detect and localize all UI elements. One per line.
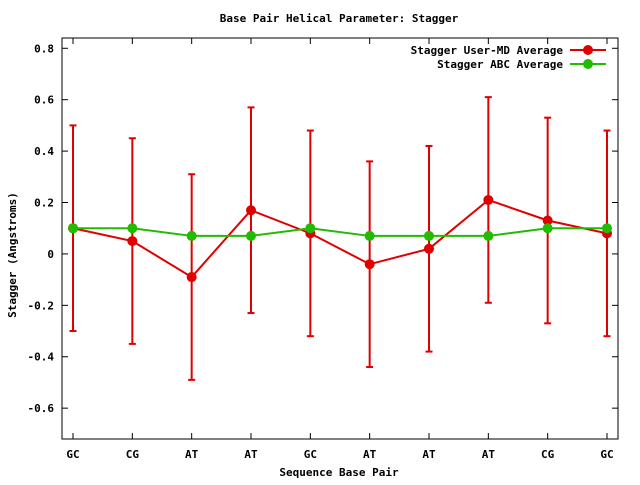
data-point xyxy=(127,223,138,234)
legend-label: Stagger User-MD Average xyxy=(411,44,564,57)
chart-title: Base Pair Helical Parameter: Stagger xyxy=(220,12,459,25)
data-point xyxy=(542,223,553,234)
x-axis-label: Sequence Base Pair xyxy=(279,466,399,479)
data-point xyxy=(424,243,434,254)
x-tick-label: AT xyxy=(422,448,436,461)
data-point xyxy=(127,236,138,247)
data-point xyxy=(186,230,197,241)
axes-layer: -0.6 -0.4 -0.2 0 0.2 0.4 0.6 0.8 GC CG AT AT GC AT AT A… xyxy=(28,38,618,461)
plot-frame xyxy=(61,37,619,440)
data-point xyxy=(186,272,197,283)
legend-marker xyxy=(583,45,593,55)
y-tick-label: 0.2 xyxy=(34,197,54,210)
data-point xyxy=(68,223,78,234)
data-point xyxy=(424,230,434,241)
series-2 xyxy=(68,223,612,241)
x-tick-label: GC xyxy=(304,448,317,461)
legend-marker xyxy=(583,59,593,69)
data-point xyxy=(364,230,375,241)
series-layer xyxy=(68,96,612,381)
x-tick-label: GC xyxy=(66,448,79,461)
legend-entry-1: Stagger User-MD Average xyxy=(411,44,606,57)
legend-entry-2: Stagger ABC Average xyxy=(437,58,606,71)
series-line xyxy=(72,198,608,279)
series-1 xyxy=(68,96,612,381)
series-line xyxy=(73,227,607,237)
x-tick-label: CG xyxy=(541,448,555,461)
data-point xyxy=(246,205,256,216)
y-tick-label: 0.6 xyxy=(34,94,54,107)
y-tick-label: -0.6 xyxy=(28,402,55,415)
y-tick-label: 0 xyxy=(47,248,54,261)
data-point xyxy=(483,194,494,205)
y-tick-label: 0.4 xyxy=(34,145,54,158)
y-axis-label: Stagger (Angstroms) xyxy=(6,192,19,318)
y-tick-label: 0.8 xyxy=(34,42,54,55)
legend-label: Stagger ABC Average xyxy=(437,58,563,71)
data-point xyxy=(305,223,316,234)
y-tick-label: -0.4 xyxy=(28,351,55,364)
x-tick-label: CG xyxy=(126,448,140,461)
data-point xyxy=(364,259,375,270)
data-point xyxy=(483,230,494,241)
data-point xyxy=(602,223,612,234)
x-tick-label: AT xyxy=(244,448,258,461)
y-tick-label: -0.2 xyxy=(28,299,55,312)
x-tick-label: AT xyxy=(482,448,496,461)
x-tick-label: GC xyxy=(600,448,613,461)
x-tick-label: AT xyxy=(185,448,199,461)
data-point xyxy=(246,230,256,241)
data-point xyxy=(542,215,553,226)
x-tick-label: AT xyxy=(363,448,377,461)
